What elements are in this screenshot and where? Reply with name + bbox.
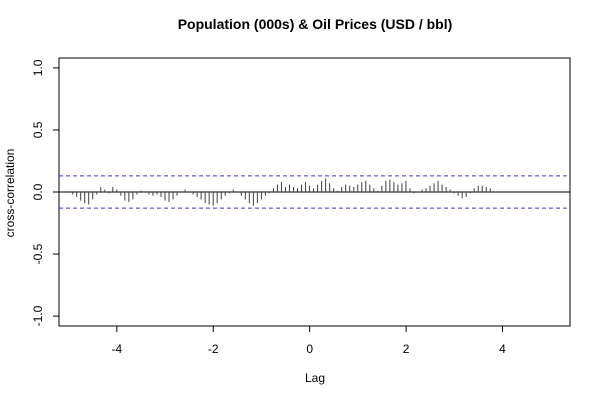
confidence-band-layer <box>59 175 570 209</box>
x-axis-label: Lag <box>305 371 325 385</box>
bar-layer <box>72 178 491 206</box>
y-tick-label: -0.5 <box>31 243 45 264</box>
x-tick-label: 0 <box>306 342 313 356</box>
y-tick-label: 0.0 <box>31 183 45 200</box>
x-tick-label: -4 <box>112 342 123 356</box>
x-tick-label: -2 <box>208 342 219 356</box>
x-tick-label: 2 <box>403 342 410 356</box>
y-tick-label: 1.0 <box>31 59 45 76</box>
y-tick-label: 0.5 <box>31 121 45 138</box>
y-axis-label: cross-correlation <box>3 149 17 238</box>
chart-title: Population (000s) & Oil Prices (USD / bb… <box>178 16 453 32</box>
x-tick-label: 4 <box>499 342 506 356</box>
y-axis: -1.0 -0.5 0.0 0.5 1.0 <box>31 59 59 326</box>
y-tick-label: -1.0 <box>31 305 45 326</box>
x-axis: -4 -2 0 2 4 <box>112 326 506 356</box>
